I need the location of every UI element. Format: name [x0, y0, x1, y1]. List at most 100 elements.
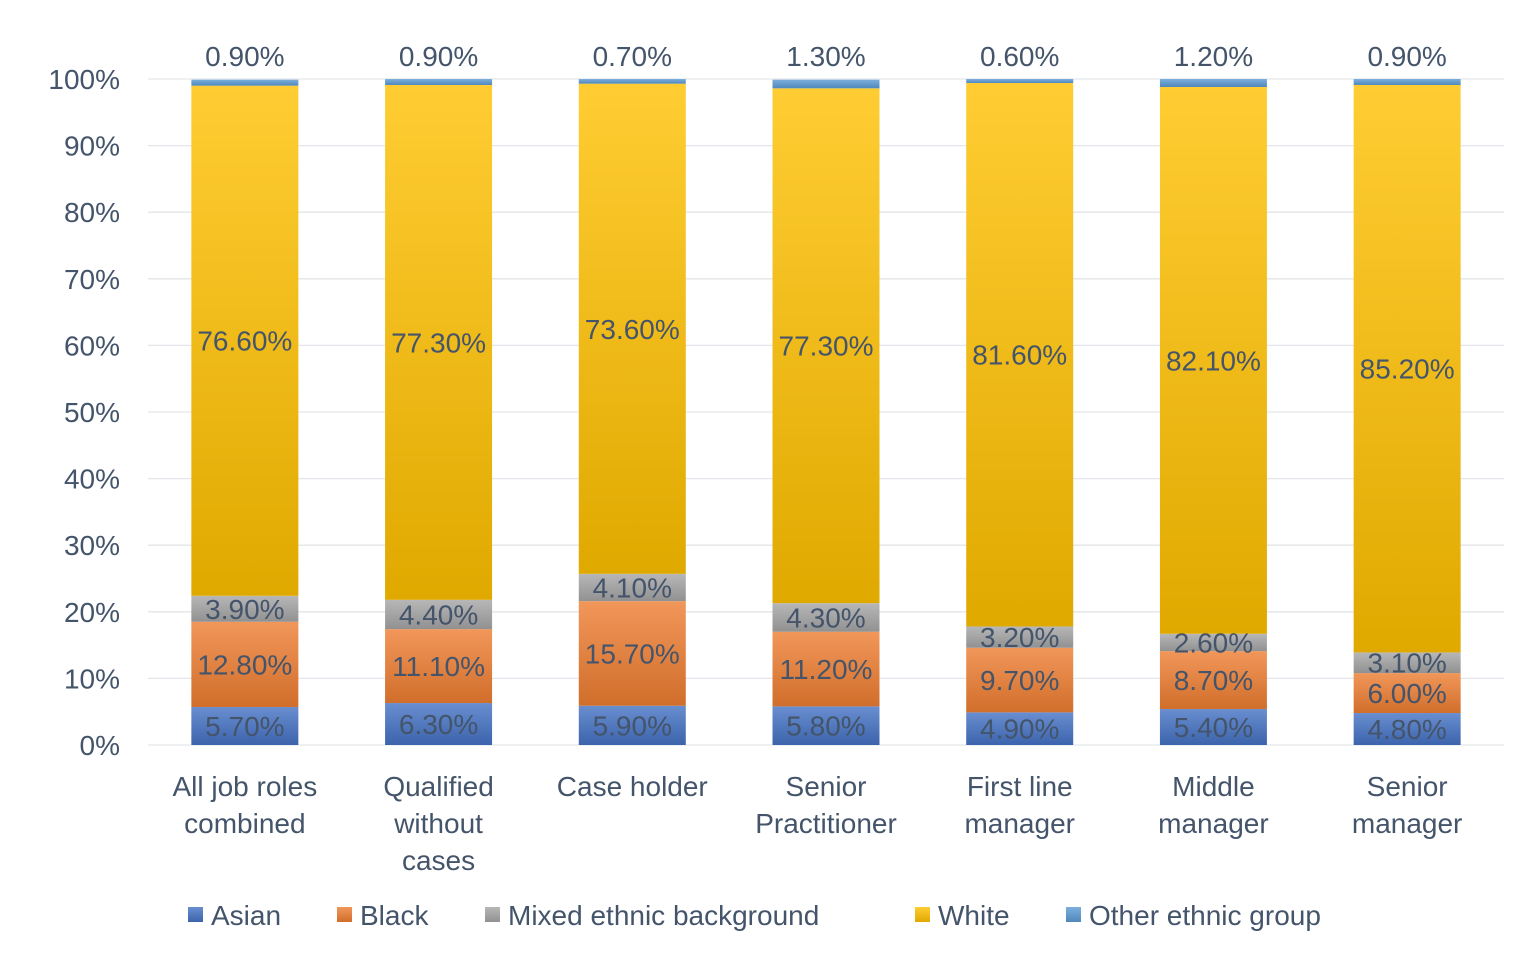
- bar-segment-black: [772, 631, 880, 707]
- x-tick-label: combined: [184, 808, 305, 839]
- bar-segment-mixed-ethnic-background: [1159, 633, 1267, 652]
- data-label: 4.90%: [980, 714, 1059, 745]
- data-label: 77.30%: [779, 331, 874, 362]
- legend-label: Black: [360, 900, 429, 931]
- bar-segment-white: [1353, 84, 1461, 653]
- x-tick-label: First line: [967, 771, 1073, 802]
- y-tick-label: 10%: [64, 663, 120, 694]
- bar-segment-other-ethnic-group: [385, 79, 493, 85]
- legend-item: Black: [337, 900, 429, 931]
- data-label: 9.70%: [980, 665, 1059, 696]
- bar-segment-other-ethnic-group: [1353, 79, 1461, 85]
- data-label: 0.90%: [205, 41, 284, 72]
- x-tick-label: Qualified: [383, 771, 494, 802]
- bar-segment-mixed-ethnic-background: [966, 626, 1074, 648]
- legend-item: Asian: [188, 900, 281, 931]
- bar-segment-black: [1159, 651, 1267, 710]
- bar-segment-other-ethnic-group: [578, 79, 686, 84]
- bar-segment-mixed-ethnic-background: [385, 599, 493, 630]
- data-label: 11.10%: [392, 651, 485, 682]
- legend-label: Asian: [211, 900, 281, 931]
- data-label: 6.00%: [1367, 678, 1446, 709]
- y-axis: 0% 10% 20% 30% 40% 50% 60% 70% 80% 90% 100%: [48, 64, 120, 761]
- bar-segment-white: [191, 85, 299, 596]
- data-label: 73.60%: [585, 314, 680, 345]
- bar-segment-other-ethnic-group: [772, 79, 880, 89]
- x-tick-label: cases: [402, 845, 475, 876]
- y-tick-label: 60%: [64, 330, 120, 361]
- bar-segment-mixed-ethnic-background: [191, 595, 299, 622]
- data-label: 12.80%: [197, 649, 292, 680]
- bar-segment-asian: [1159, 709, 1267, 745]
- y-tick-label: 100%: [48, 64, 120, 95]
- x-tick-label: All job roles: [172, 771, 317, 802]
- y-tick-label: 80%: [64, 197, 120, 228]
- bar-segment-other-ethnic-group: [1159, 79, 1267, 87]
- bar-segment-asian: [966, 712, 1074, 745]
- x-tick-label: Practitioner: [755, 808, 897, 839]
- data-label: 81.60%: [972, 340, 1067, 371]
- legend-item: Other ethnic group: [1066, 900, 1321, 931]
- bar-segment-asian: [1353, 713, 1461, 745]
- legend-label: Other ethnic group: [1089, 900, 1321, 931]
- data-label: 4.30%: [786, 602, 865, 633]
- x-axis: All job roles combined Qualified without cas…: [172, 771, 1462, 876]
- x-tick-label: without: [393, 808, 483, 839]
- data-label: 4.10%: [593, 572, 672, 603]
- data-label: 4.80%: [1367, 714, 1446, 745]
- data-label: 5.70%: [205, 711, 284, 742]
- bar-segment-black: [578, 601, 686, 706]
- legend-label: Mixed ethnic background: [508, 900, 819, 931]
- x-tick-label: Senior: [786, 771, 867, 802]
- data-label: 15.70%: [585, 638, 680, 669]
- x-tick-label: Case holder: [557, 771, 708, 802]
- x-tick-label: manager: [1352, 808, 1463, 839]
- bar-segment-asian: [385, 703, 493, 745]
- legend-swatch: [188, 907, 203, 922]
- data-label: 3.90%: [205, 594, 284, 625]
- bar-segment-mixed-ethnic-background: [772, 603, 880, 632]
- legend-swatch: [1066, 907, 1081, 922]
- bar-segment-other-ethnic-group: [966, 79, 1074, 83]
- legend-label: White: [938, 900, 1010, 931]
- x-tick-label: Middle: [1172, 771, 1254, 802]
- bar-segment-black: [191, 621, 299, 708]
- y-tick-label: 20%: [64, 597, 120, 628]
- legend-swatch: [337, 907, 352, 922]
- bar-segment-black: [1353, 673, 1461, 714]
- legend-item: Mixed ethnic background: [485, 900, 819, 931]
- bar-segment-black: [966, 647, 1074, 713]
- y-tick-label: 70%: [64, 264, 120, 295]
- data-label: 0.60%: [980, 41, 1059, 72]
- data-label: 1.20%: [1174, 41, 1253, 72]
- legend: Asian Black Mixed ethnic background White Ot…: [188, 900, 1321, 931]
- y-tick-label: 0%: [80, 730, 120, 761]
- legend-swatch: [915, 907, 930, 922]
- bar-segment-mixed-ethnic-background: [1353, 652, 1461, 674]
- bar-segment-asian: [578, 705, 686, 745]
- x-tick-label: manager: [964, 808, 1075, 839]
- legend-item: White: [915, 900, 1010, 931]
- y-tick-label: 30%: [64, 530, 120, 561]
- bar-segment-white: [385, 84, 493, 600]
- data-label: 0.90%: [399, 41, 478, 72]
- bar-segment-asian: [772, 706, 880, 745]
- data-label: 11.20%: [780, 654, 873, 685]
- data-label: 4.40%: [399, 599, 478, 630]
- bar-segment-other-ethnic-group: [191, 79, 299, 86]
- y-tick-label: 40%: [64, 464, 120, 495]
- data-label: 8.70%: [1174, 665, 1253, 696]
- data-label: 0.90%: [1367, 41, 1446, 72]
- bars: [191, 79, 1461, 745]
- data-label: 77.30%: [391, 327, 486, 358]
- data-label: 3.10%: [1367, 648, 1446, 679]
- bar-segment-mixed-ethnic-background: [578, 573, 686, 602]
- data-label: 76.60%: [197, 326, 292, 357]
- data-label: 0.70%: [593, 41, 672, 72]
- y-tick-label: 90%: [64, 131, 120, 162]
- data-label: 5.40%: [1174, 712, 1253, 743]
- y-tick-label: 50%: [64, 397, 120, 428]
- data-labels: 5.70% 12.80% 3.90% 76.60% 0.90% 6.30% 11.10% 4.…: [197, 41, 1454, 745]
- data-label: 5.90%: [593, 710, 672, 741]
